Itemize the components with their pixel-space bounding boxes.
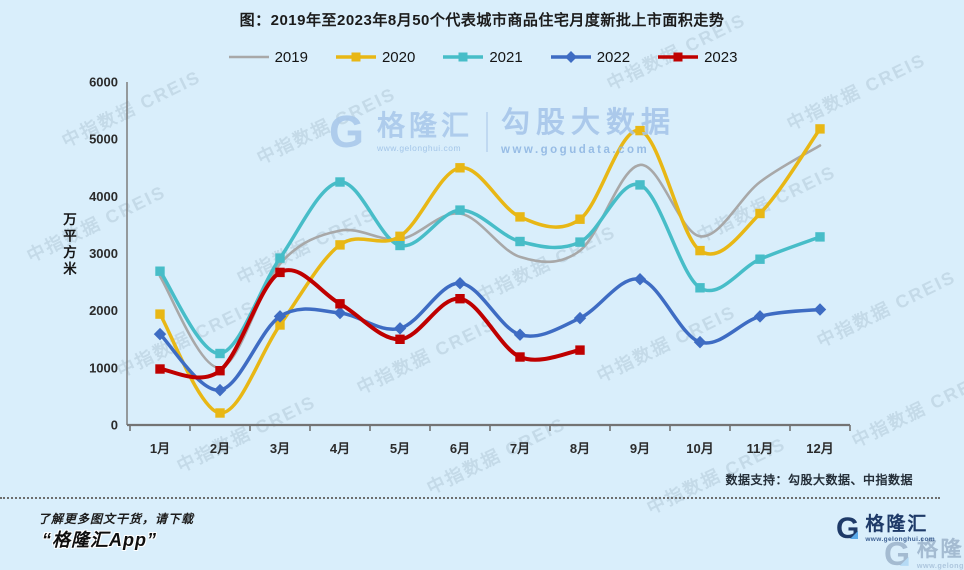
footer-promo-text: 了解更多图文干货，请下载 — [38, 512, 195, 526]
series-marker-2020 — [635, 125, 645, 136]
x-tick-label: 1月 — [150, 441, 170, 456]
gelonghui-logo-ghost: G 格隆汇 www.gelonghui.com — [884, 535, 964, 570]
series-marker-2023 — [335, 299, 345, 309]
data-support-note: 数据支持：勾股大数据、中指数据 — [725, 473, 913, 487]
series-marker-2020 — [215, 408, 225, 418]
x-tick-label: 11月 — [747, 441, 774, 456]
gelonghui-logo-name: 格隆汇 — [865, 514, 929, 535]
legend-item-2021: 2021 — [441, 48, 523, 66]
series-marker-2020 — [695, 245, 705, 256]
gelonghui-logo: G 格隆汇 www.gelonghui.com — [836, 512, 936, 545]
x-tick-label: 8月 — [570, 441, 590, 456]
series-marker-2021 — [155, 266, 165, 276]
y-tick-label: 5000 — [89, 132, 118, 147]
series-marker-2021 — [695, 283, 705, 293]
y-axis-label: 万平方米 — [61, 212, 76, 278]
legend-item-2022: 2022 — [549, 49, 630, 66]
x-tick-label: 5月 — [390, 441, 410, 456]
y-tick-label: 2000 — [89, 303, 118, 318]
legend-label-2019: 2019 — [274, 48, 308, 66]
footer-app-name: “格隆汇App” — [42, 530, 157, 550]
series-marker-2021 — [335, 177, 345, 187]
legend-item-2023: 2023 — [656, 49, 737, 66]
series-marker-2021 — [275, 253, 285, 263]
series-marker-2022 — [513, 328, 527, 341]
y-tick-label: 3000 — [89, 246, 118, 261]
series-marker-2021 — [215, 348, 225, 359]
y-tick-label: 0 — [111, 418, 118, 433]
gelonghui-logo-ghost-g-icon: G — [884, 535, 911, 570]
series-marker-2022 — [213, 383, 227, 397]
series-marker-2021 — [815, 232, 825, 242]
legend-label-2020: 2020 — [381, 48, 416, 66]
legend-item-2020: 2020 — [334, 49, 415, 66]
x-tick-label: 6月 — [450, 441, 470, 456]
series-line-2019 — [158, 144, 822, 370]
series-marker-2022 — [633, 272, 647, 286]
gelonghui-logo-url: www.gelonghui.com — [865, 535, 936, 543]
series-marker-2021 — [395, 240, 405, 251]
legend-label-2022: 2022 — [596, 48, 631, 66]
series-marker-2023 — [215, 366, 225, 376]
x-tick-label: 4月 — [330, 441, 350, 456]
series-marker-2022 — [153, 327, 167, 341]
series-marker-2020 — [575, 214, 585, 224]
series-marker-2023 — [155, 364, 165, 374]
chart-title: 图：2019年至2023年8月50个代表城市商品住宅月度新批上市面积走势 — [239, 12, 725, 29]
dotted-divider — [0, 497, 940, 499]
series-marker-2021 — [455, 205, 465, 215]
x-tick-label: 3月 — [270, 441, 290, 456]
series-marker-2020 — [395, 231, 405, 241]
y-tick-label: 4000 — [89, 189, 118, 204]
legend: 2019 2020 2021 2022 2023 — [0, 47, 964, 67]
series-marker-2022 — [273, 310, 287, 323]
logo-ghost-triangle-accent — [900, 556, 910, 566]
legend-swatch-2021 — [443, 52, 484, 62]
gelonghui-logo-ghost-url: www.gelonghui.com — [916, 562, 964, 570]
series-marker-2023 — [395, 334, 405, 344]
legend-label-2023: 2023 — [704, 48, 738, 66]
gelonghui-logo-ghost-name: 格隆汇 — [916, 537, 964, 562]
series-marker-2020 — [755, 208, 765, 219]
series-marker-2022 — [813, 303, 827, 316]
y-tick-label: 1000 — [89, 360, 118, 375]
series-marker-2022 — [753, 310, 767, 323]
series-marker-2023 — [275, 267, 285, 278]
series-marker-2023 — [455, 294, 465, 304]
x-tick-label: 12月 — [806, 441, 833, 456]
series-marker-2023 — [515, 352, 525, 362]
series-marker-2020 — [275, 320, 285, 330]
series-marker-2020 — [155, 309, 165, 319]
x-tick-label: 10月 — [686, 441, 713, 456]
series-marker-2023 — [575, 345, 585, 355]
series-marker-2022 — [453, 276, 467, 290]
x-tick-label: 7月 — [510, 441, 530, 456]
series-marker-2022 — [393, 322, 407, 335]
series-marker-2020 — [815, 124, 825, 134]
series-marker-2020 — [455, 163, 465, 173]
logo-triangle-accent — [850, 530, 859, 539]
gelonghui-logo-g-icon: G — [836, 512, 860, 545]
legend-swatch-2022 — [550, 51, 591, 63]
legend-swatch-2020 — [335, 52, 376, 62]
series-marker-2020 — [515, 212, 525, 222]
series-marker-2022 — [333, 306, 347, 320]
legend-item-2019: 2019 — [227, 49, 308, 66]
series-marker-2021 — [515, 236, 525, 247]
series-marker-2021 — [755, 254, 765, 264]
x-tick-label: 2月 — [210, 441, 230, 456]
y-tick-label: 6000 — [89, 75, 118, 90]
legend-swatch-2023 — [658, 52, 699, 62]
series-line-2023 — [158, 268, 582, 380]
x-tick-label: 9月 — [630, 441, 650, 456]
series-marker-2022 — [693, 335, 707, 349]
legend-swatch-2019 — [228, 55, 269, 59]
series-marker-2021 — [575, 237, 585, 247]
series-marker-2020 — [335, 240, 345, 250]
series-line-2020 — [158, 127, 822, 415]
legend-label-2021: 2021 — [489, 48, 523, 66]
series-marker-2021 — [635, 180, 645, 190]
